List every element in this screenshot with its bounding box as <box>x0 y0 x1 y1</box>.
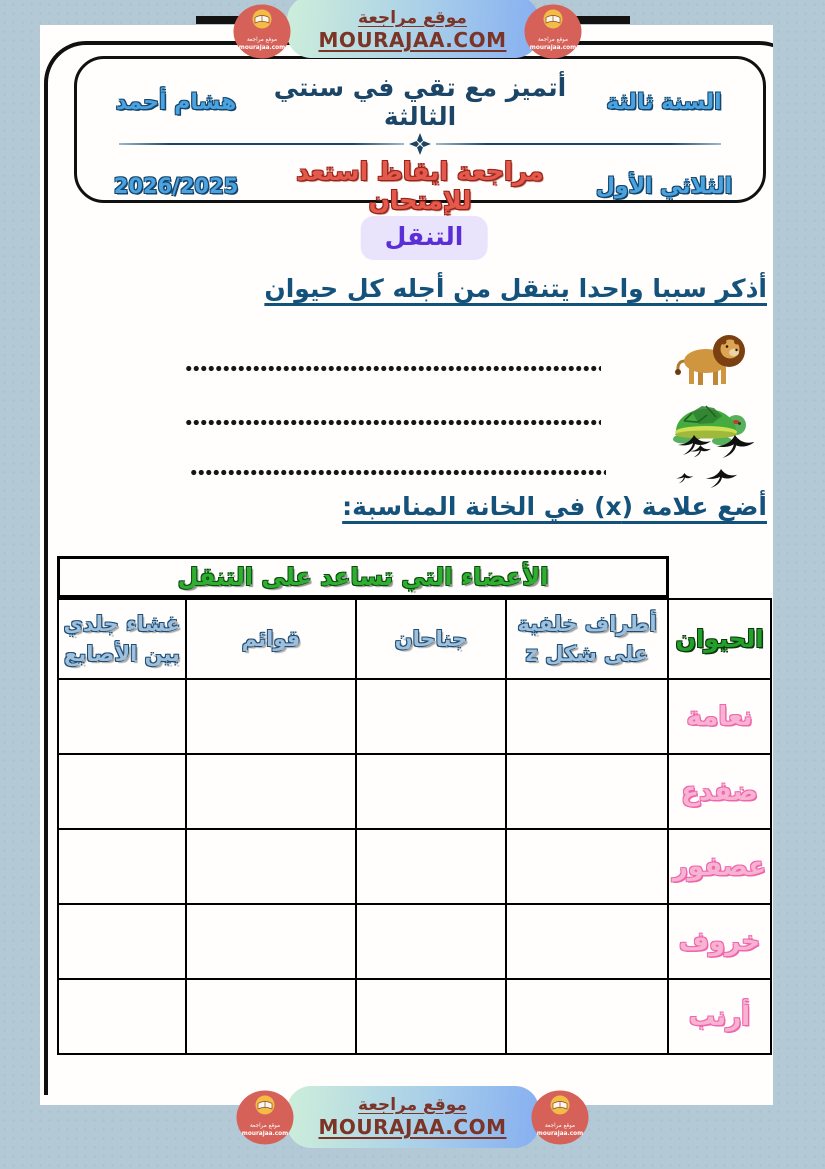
answer-cell[interactable] <box>505 978 669 1055</box>
bottom-brand-banner: موقع مراجعة MOURAJAA.COM <box>286 1086 539 1148</box>
organs-table: الأعضاء التي تساعد على التنقل الحيوان أط… <box>57 556 772 1055</box>
question2-prompt: أضع علامة (x) في الخانة المناسبة: <box>342 492 767 521</box>
grade-level: السنة ثالثة <box>606 89 722 115</box>
answer-cell[interactable] <box>57 903 187 980</box>
turtle-icon <box>666 395 750 453</box>
answer-cell[interactable] <box>185 678 357 755</box>
svg-text:mourajaa.com: mourajaa.com <box>537 1131 583 1137</box>
brand-domain-link[interactable]: MOURAJAA.COM <box>318 1115 507 1139</box>
organs-grid: الحيوان أطراف خلفية على شكل z جناحان قوا… <box>57 598 772 1055</box>
brand-name-arabic: موقع مراجعة <box>358 8 467 28</box>
answer-cell[interactable] <box>57 753 187 830</box>
answer-cell[interactable] <box>355 828 507 905</box>
answer-cell[interactable] <box>505 903 669 980</box>
birds-icon <box>674 435 755 503</box>
svg-text:mourajaa.com: mourajaa.com <box>530 45 576 51</box>
top-right-accent-bar <box>552 16 630 24</box>
top-left-accent-bar <box>196 16 266 24</box>
book-title: أتميز مع تقي في سنتي الثالثة <box>273 73 567 131</box>
column-header-webbed-membrane: غشاء جلدي بين الأصابع <box>57 598 187 680</box>
worksheet-page: السنة ثالثة أتميز مع تقي في سنتي الثالثة… <box>40 25 773 1105</box>
question1-prompt: أذكر سببا واحدا يتنقل من أجله كل حيوان <box>264 274 767 303</box>
table-row: عصفور <box>57 828 772 905</box>
column-header-legs: قوائم <box>185 598 357 680</box>
answer-cell[interactable] <box>185 903 357 980</box>
table-banner-title: الأعضاء التي تساعد على التنقل <box>57 556 669 598</box>
row-label-rabbit: أرنب <box>667 978 772 1055</box>
answer-cell[interactable] <box>505 828 669 905</box>
row-label-frog: ضفدع <box>667 753 772 830</box>
site-logo-icon: موقع مراجعة mourajaa.com <box>233 4 291 63</box>
svg-text:mourajaa.com: mourajaa.com <box>242 1131 288 1137</box>
svg-text:mourajaa.com: mourajaa.com <box>239 45 285 51</box>
answer-line[interactable] <box>185 419 601 426</box>
table-row: ضفدع <box>57 753 772 830</box>
svg-text:موقع مراجعة: موقع مراجعة <box>538 37 568 43</box>
site-logo-icon: موقع مراجعة mourajaa.com <box>524 4 582 63</box>
row-label-sparrow: عصفور <box>667 828 772 905</box>
site-logo-icon: موقع مراجعة mourajaa.com <box>531 1090 589 1149</box>
column-header-animal: الحيوان <box>667 598 772 680</box>
answer-cell[interactable] <box>57 828 187 905</box>
answer-cell[interactable] <box>355 753 507 830</box>
svg-text:موقع مراجعة: موقع مراجعة <box>250 1123 280 1129</box>
row-label-ostrich: نعامة <box>667 678 772 755</box>
table-header-row: الحيوان أطراف خلفية على شكل z جناحان قوا… <box>57 598 772 680</box>
answer-line[interactable] <box>185 365 601 372</box>
answer-cell[interactable] <box>57 978 187 1055</box>
answer-cell[interactable] <box>505 678 669 755</box>
svg-text:موقع مراجعة: موقع مراجعة <box>545 1123 575 1129</box>
teacher-name: هشام أحمد <box>115 89 237 115</box>
row-label-sheep: خروف <box>667 903 772 980</box>
table-row: نعامة <box>57 678 772 755</box>
lesson-badge: التنقل <box>360 216 488 260</box>
answer-line[interactable] <box>190 469 606 476</box>
column-header-hind-limbs: أطراف خلفية على شكل z <box>505 598 669 680</box>
lion-icon <box>673 331 751 395</box>
school-year: 2026/2025 <box>113 174 239 198</box>
brand-domain-link[interactable]: MOURAJAA.COM <box>318 28 507 52</box>
header-divider <box>119 133 721 155</box>
worksheet-header: السنة ثالثة أتميز مع تقي في سنتي الثالثة… <box>74 56 766 215</box>
answer-cell[interactable] <box>185 753 357 830</box>
brand-name-arabic: موقع مراجعة <box>358 1095 467 1115</box>
answer-cell[interactable] <box>57 678 187 755</box>
diamond-ornament-icon <box>409 133 431 155</box>
top-brand-banner: موقع مراجعة MOURAJAA.COM <box>286 0 539 58</box>
answer-cell[interactable] <box>185 978 357 1055</box>
answer-cell[interactable] <box>505 753 669 830</box>
answer-cell[interactable] <box>355 903 507 980</box>
term-label: الثلاثي الأول <box>595 173 733 199</box>
answer-cell[interactable] <box>185 828 357 905</box>
table-row: أرنب <box>57 978 772 1055</box>
table-row: خروف <box>57 903 772 980</box>
answer-cell[interactable] <box>355 678 507 755</box>
svg-text:موقع مراجعة: موقع مراجعة <box>247 37 277 43</box>
answer-cell[interactable] <box>355 978 507 1055</box>
site-logo-icon: موقع مراجعة mourajaa.com <box>236 1090 294 1149</box>
column-header-wings: جناحان <box>355 598 507 680</box>
worksheet-subtitle: مراجعة ايقاظ استعد للإمتحان <box>296 157 544 215</box>
